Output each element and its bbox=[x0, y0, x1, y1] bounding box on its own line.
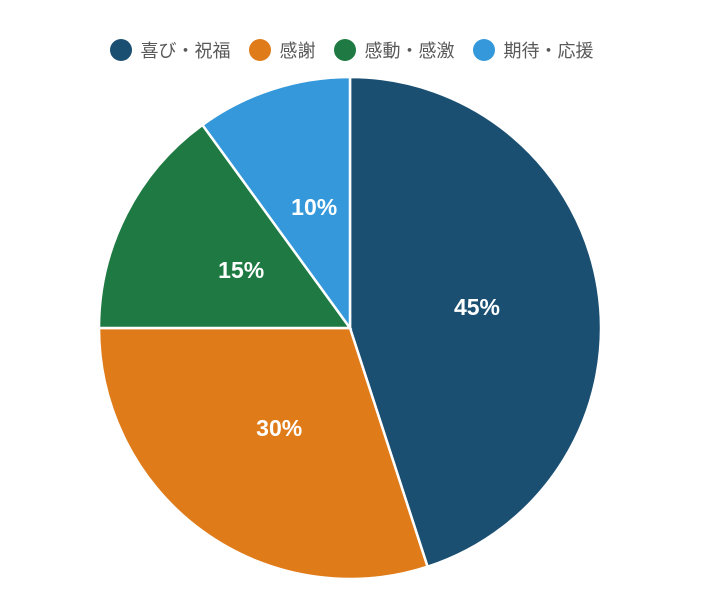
svg-text:15%: 15% bbox=[218, 257, 264, 283]
svg-text:30%: 30% bbox=[256, 415, 302, 441]
svg-text:10%: 10% bbox=[291, 194, 337, 220]
svg-text:45%: 45% bbox=[454, 294, 500, 320]
